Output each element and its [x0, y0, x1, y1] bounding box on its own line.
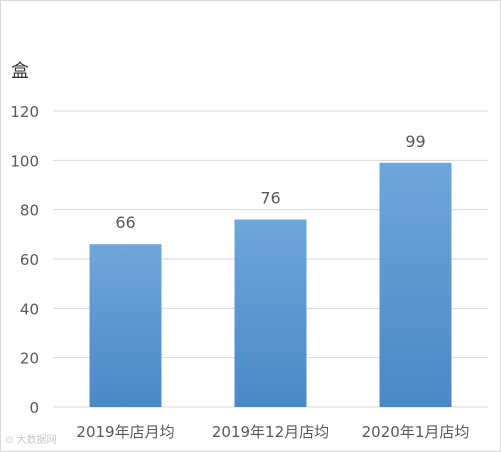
x-tick-label: 2019年12月店均 — [212, 423, 329, 441]
bar — [89, 244, 162, 407]
y-tick-label: 20 — [20, 350, 39, 368]
y-tick-label: 0 — [29, 399, 39, 417]
bar — [234, 219, 307, 407]
data-label: 76 — [260, 189, 280, 208]
x-tick-label: 2020年1月店均 — [362, 423, 470, 441]
bar — [379, 162, 452, 407]
x-tick-label: 2019年店月均 — [76, 423, 174, 441]
y-unit-label: 盒 — [11, 61, 29, 82]
watermark: ⊙ 大数据网 — [5, 435, 57, 446]
y-tick-label: 60 — [20, 251, 39, 269]
data-label: 66 — [115, 213, 135, 232]
data-label: 99 — [405, 132, 425, 151]
y-tick-label: 40 — [20, 300, 39, 318]
y-tick-label: 120 — [10, 103, 39, 121]
y-tick-label: 80 — [20, 202, 39, 220]
y-tick-label: 100 — [10, 152, 39, 170]
